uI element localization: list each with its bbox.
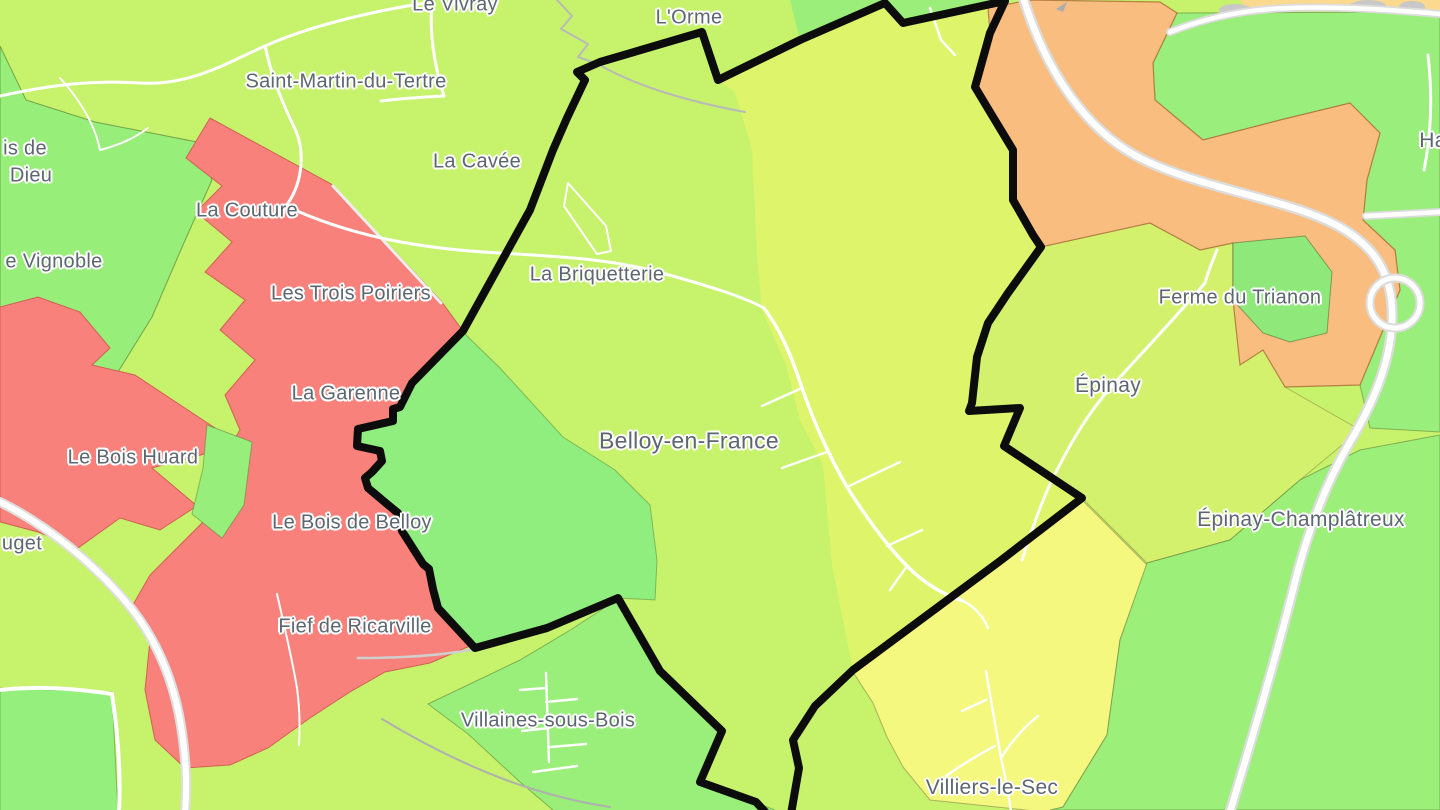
minor-gray-roads <box>331 0 746 808</box>
region-sw-green-block <box>0 687 119 810</box>
map-label-la-garenne: La Garenne <box>291 382 401 405</box>
map-label-fief-de-ricarville: Fief de Ricarville <box>278 615 432 638</box>
map-label-la-cavee: La Cavée <box>432 150 522 173</box>
region-green-corridor <box>191 424 253 539</box>
commune-boundary-belloy <box>353 0 1086 810</box>
map-label-le-bois-huard: Le Bois Huard <box>67 446 199 469</box>
map-label-bois-de-dieu-2: Dieu <box>9 164 53 187</box>
map-label-uget: uget <box>1 532 43 555</box>
region-se-green <box>1049 434 1440 810</box>
region-trianon-green-patch <box>1232 235 1333 343</box>
region-commune-east-yellow <box>718 1 1082 670</box>
map-label-le-vignoble: e Vignoble <box>5 250 103 273</box>
map-label-bois-de-dieu-1: is de <box>3 137 47 160</box>
map-label-le-bois-de-belloy: Le Bois de Belloy <box>272 511 432 534</box>
map-label-la-couture: La Couture <box>196 199 298 222</box>
map-label-villaines-sous-bois: Villaines-sous-Bois <box>460 709 636 732</box>
map-label-le-vivray: Le Vivray <box>412 0 498 16</box>
map-label-les-trois-poiriers: Les Trois Poiriers <box>271 282 431 305</box>
map-label-epinay-champlatreux: Épinay-Champlâtreux <box>1197 508 1405 531</box>
map-label-la-briquetterie: La Briquetterie <box>529 263 665 286</box>
map-label-ferme-du-trianon: Ferme du Trianon <box>1158 286 1322 309</box>
map-label-belloy-en-france: Belloy-en-France <box>599 427 779 454</box>
map-label-epinay: Épinay <box>1074 374 1142 397</box>
map-label-ha-cutoff: Ha <box>1419 129 1440 152</box>
map-label-saint-martin: Saint-Martin-du-Tertre <box>245 70 447 93</box>
road-arrow-icon <box>1056 2 1067 12</box>
map-label-l-orme: L'Orme <box>655 6 723 29</box>
map-label-villiers-le-sec: Villiers-le-Sec <box>925 776 1059 799</box>
